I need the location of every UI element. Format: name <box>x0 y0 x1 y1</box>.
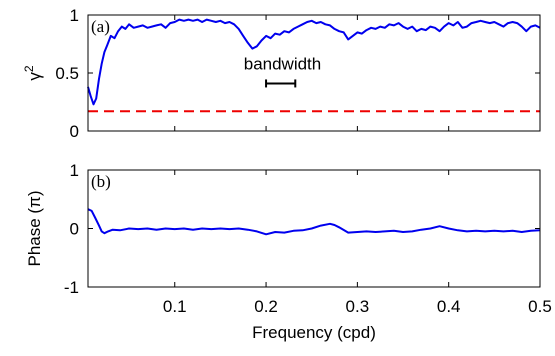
panel-a-y-axis-label: γ2 <box>22 65 44 81</box>
panel-b-ytick-label: -1 <box>64 278 79 297</box>
panel-a-coherence: bandwidth 00.51 (a) γ2 <box>22 6 541 141</box>
panel-b-phase: -1 0 1 0.1 0.2 0.3 0.4 0.5 (b) Phase (π) Freque… <box>25 161 552 342</box>
panel-a-annotations: bandwidth <box>244 55 322 88</box>
bandwidth-bar <box>265 79 297 88</box>
panel-b-series-line-0 <box>87 208 541 236</box>
panel-b-ticks: -1 0 1 0.1 0.2 0.3 0.4 0.5 <box>64 161 552 316</box>
panel-a-ytick-label: 0 <box>70 122 79 141</box>
bandwidth-label: bandwidth <box>244 55 322 74</box>
panel-b-xtick-label: 0.2 <box>254 297 278 316</box>
panel-b-ytick-label: 1 <box>70 161 79 180</box>
x-axis-label: Frequency (cpd) <box>252 323 376 342</box>
y-label-gamma: γ <box>25 72 44 81</box>
panel-a-series-line-0 <box>87 18 541 106</box>
panel-b-y-axis-label: Phase (π) <box>25 191 44 267</box>
panel-b-ytick-label: 0 <box>70 220 79 239</box>
panel-a-ticks: 00.51 <box>55 6 541 141</box>
panel-b-label: (b) <box>91 172 111 191</box>
panel-b-series-group <box>87 208 541 236</box>
panel-b-xtick-label: 0.4 <box>437 297 461 316</box>
panel-a-ytick-label: 1 <box>70 6 79 25</box>
panel-a-label: (a) <box>91 17 110 36</box>
panel-a-ytick-label: 0.5 <box>55 64 79 83</box>
panel-a-series-group <box>87 18 541 113</box>
panel-b-xtick-label: 0.3 <box>346 297 370 316</box>
panel-b-xtick-label: 0.5 <box>528 297 552 316</box>
y-label-superscript: 2 <box>22 65 36 72</box>
panel-b-xtick-label: 0.1 <box>163 297 187 316</box>
